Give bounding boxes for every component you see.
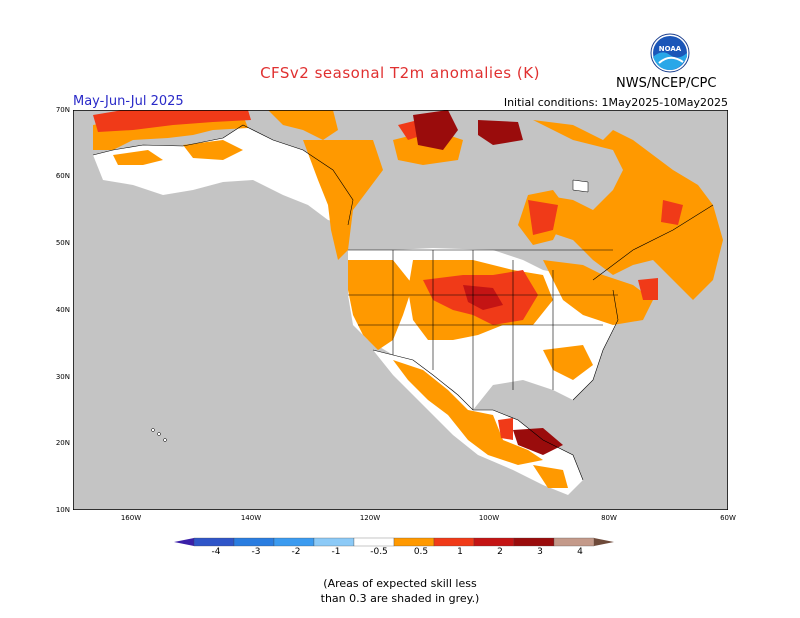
mexico-orange	[393, 360, 568, 488]
colorbar-label: -2	[291, 547, 301, 557]
colorbar-segment	[553, 537, 595, 547]
colorbar-label: 4	[577, 547, 583, 557]
alaska-red	[93, 110, 251, 132]
colorbar-segment	[193, 537, 235, 547]
lat-label: 20N	[55, 439, 70, 447]
colorbar-segment	[433, 537, 475, 547]
colorbar-segment	[473, 537, 515, 547]
noaa-logo-icon: NOAA	[650, 33, 690, 73]
lat-label: 30N	[55, 373, 70, 381]
agency-label: NWS/NCEP/CPC	[616, 76, 717, 91]
lon-label: 100W	[478, 514, 500, 522]
land-alaska	[93, 125, 353, 225]
colorbar-label: 2	[497, 547, 503, 557]
colorbar-segment	[313, 537, 355, 547]
lat-label: 40N	[55, 306, 70, 314]
mexico-red	[498, 418, 513, 440]
initial-conditions: Initial conditions: 1May2025-10May2025	[503, 96, 728, 109]
lon-label: 60W	[720, 514, 736, 522]
colorbar-segment	[393, 537, 435, 547]
canada-dark-red	[413, 110, 523, 150]
colorbar-segment	[273, 537, 315, 547]
lat-label: 10N	[55, 506, 70, 514]
map-title: CFSv2 seasonal T2m anomalies (K)	[260, 64, 540, 82]
forecast-period: May-Jun-Jul 2025	[73, 94, 184, 109]
lat-label: 50N	[55, 239, 70, 247]
colorbar-label: 0.5	[413, 547, 429, 557]
lon-label: 120W	[359, 514, 381, 522]
svg-text:NOAA: NOAA	[659, 45, 682, 53]
colorbar-arrow-right	[594, 538, 614, 546]
colorbar-segment	[353, 537, 395, 547]
colorbar-arrow-left	[174, 538, 194, 546]
lon-label: 80W	[601, 514, 617, 522]
footnote: (Areas of expected skill less than 0.3 a…	[0, 576, 800, 606]
colorbar-label: 3	[537, 547, 543, 557]
caribbean-dark-red	[513, 428, 563, 455]
colorbar	[174, 537, 614, 547]
lon-label: 160W	[120, 514, 142, 522]
colorbar-label: -3	[251, 547, 261, 557]
boundary-lines	[92, 124, 714, 481]
footnote-line-2: than 0.3 are shaded in grey.)	[320, 592, 480, 605]
lat-label: 70N	[55, 106, 70, 114]
footnote-line-1: (Areas of expected skill less	[323, 577, 477, 590]
lon-label: 140W	[240, 514, 262, 522]
islands	[151, 179, 589, 442]
colorbar-label: -4	[211, 547, 221, 557]
colorbar-label: -0.5	[370, 547, 388, 557]
colorbar-label: 1	[457, 547, 463, 557]
colorbar-label: -1	[331, 547, 341, 557]
lat-label: 60N	[55, 172, 70, 180]
colorbar-segment	[513, 537, 555, 547]
anomaly-map	[73, 110, 728, 510]
colorbar-segment	[233, 537, 275, 547]
